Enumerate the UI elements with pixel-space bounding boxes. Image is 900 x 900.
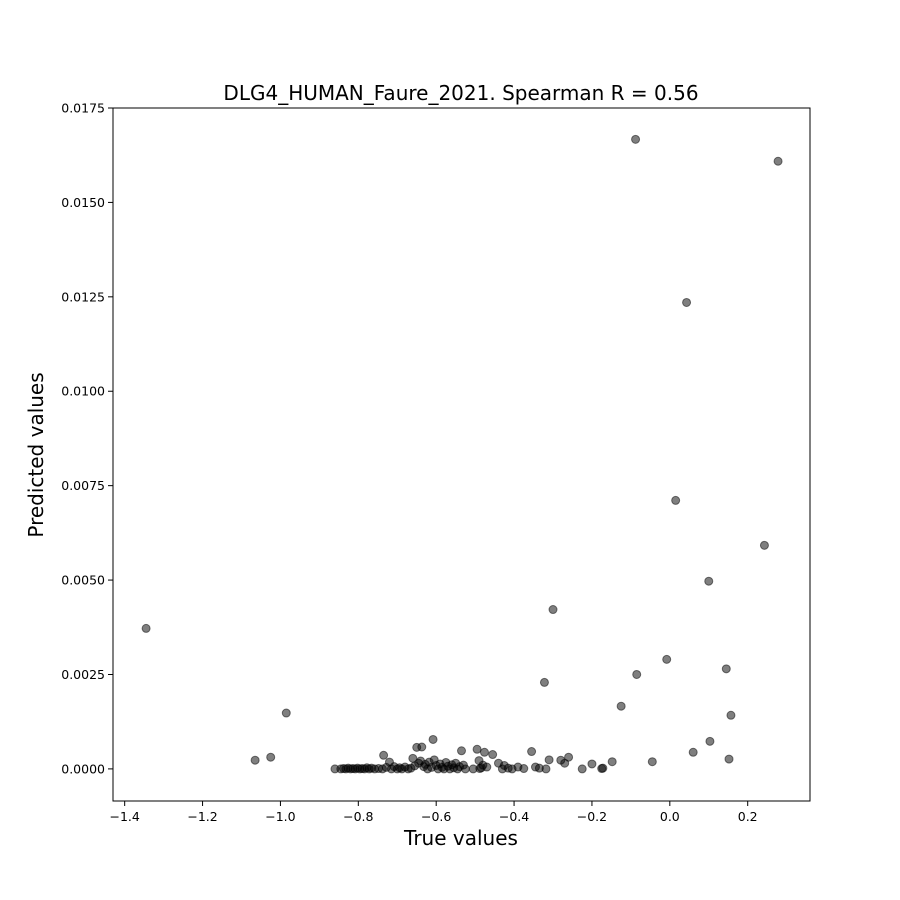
y-tick-label: 0.0100	[61, 384, 105, 399]
data-points	[141, 134, 783, 774]
data-point	[759, 540, 769, 550]
x-tick-label: −1.0	[265, 809, 295, 824]
data-point	[773, 156, 783, 166]
x-axis-ticks: −1.4 −1.2 −1.0 −0.8 −0.6 −0.4 −0.2 0.0 0.2	[110, 801, 758, 824]
x-tick-label: −0.2	[577, 809, 607, 824]
data-point	[544, 755, 554, 765]
x-tick-label: 0.0	[660, 809, 680, 824]
y-tick-label: 0.0175	[61, 101, 105, 116]
data-point	[379, 750, 389, 760]
data-point	[417, 742, 427, 752]
x-tick-label: 0.2	[738, 809, 758, 824]
y-tick-label: 0.0025	[61, 667, 105, 682]
data-point	[488, 750, 498, 760]
x-tick-label: −1.4	[110, 809, 140, 824]
y-tick-label: 0.0150	[61, 195, 105, 210]
data-point	[141, 623, 151, 633]
data-point	[616, 701, 626, 711]
data-point	[548, 605, 558, 615]
data-point	[721, 664, 731, 674]
data-point	[541, 764, 551, 774]
data-point	[457, 746, 466, 756]
x-tick-label: −0.4	[499, 809, 529, 824]
x-tick-label: −0.8	[343, 809, 373, 824]
data-point	[662, 654, 672, 664]
y-tick-label: 0.0075	[61, 478, 105, 493]
data-point	[482, 762, 492, 772]
data-point	[647, 757, 657, 767]
y-tick-label: 0.0050	[61, 573, 105, 588]
data-point	[671, 495, 681, 505]
y-axis-label: Predicted values	[24, 372, 48, 537]
data-point	[598, 763, 608, 773]
data-point	[705, 736, 715, 746]
data-point	[479, 747, 489, 757]
y-axis-ticks: 0.0000 0.0025 0.0050 0.0075 0.0100 0.0125 0.01…	[61, 101, 113, 776]
data-point	[726, 710, 736, 720]
data-point	[587, 759, 597, 769]
data-point	[607, 757, 617, 767]
y-tick-label: 0.0125	[61, 289, 105, 304]
data-point	[631, 134, 641, 144]
plot-frame	[112, 107, 811, 802]
data-point	[266, 752, 276, 762]
data-point	[632, 669, 642, 679]
data-point	[428, 734, 438, 744]
data-point	[688, 747, 698, 757]
data-point	[539, 677, 549, 687]
data-point	[724, 754, 734, 764]
data-point	[682, 297, 692, 307]
chart-title: DLG4_HUMAN_Faure_2021. Spearman R = 0.56	[223, 81, 698, 105]
data-point	[527, 747, 537, 757]
y-tick-label: 0.0000	[61, 761, 105, 776]
data-point	[281, 708, 291, 718]
x-axis-label: True values	[403, 826, 518, 850]
data-point	[704, 576, 714, 586]
x-tick-label: −0.6	[421, 809, 451, 824]
data-point	[250, 755, 260, 765]
x-tick-label: −1.2	[187, 809, 217, 824]
data-point	[472, 744, 482, 754]
data-point	[564, 752, 574, 762]
data-point	[577, 764, 587, 774]
data-point	[519, 764, 529, 774]
data-point	[460, 764, 470, 774]
